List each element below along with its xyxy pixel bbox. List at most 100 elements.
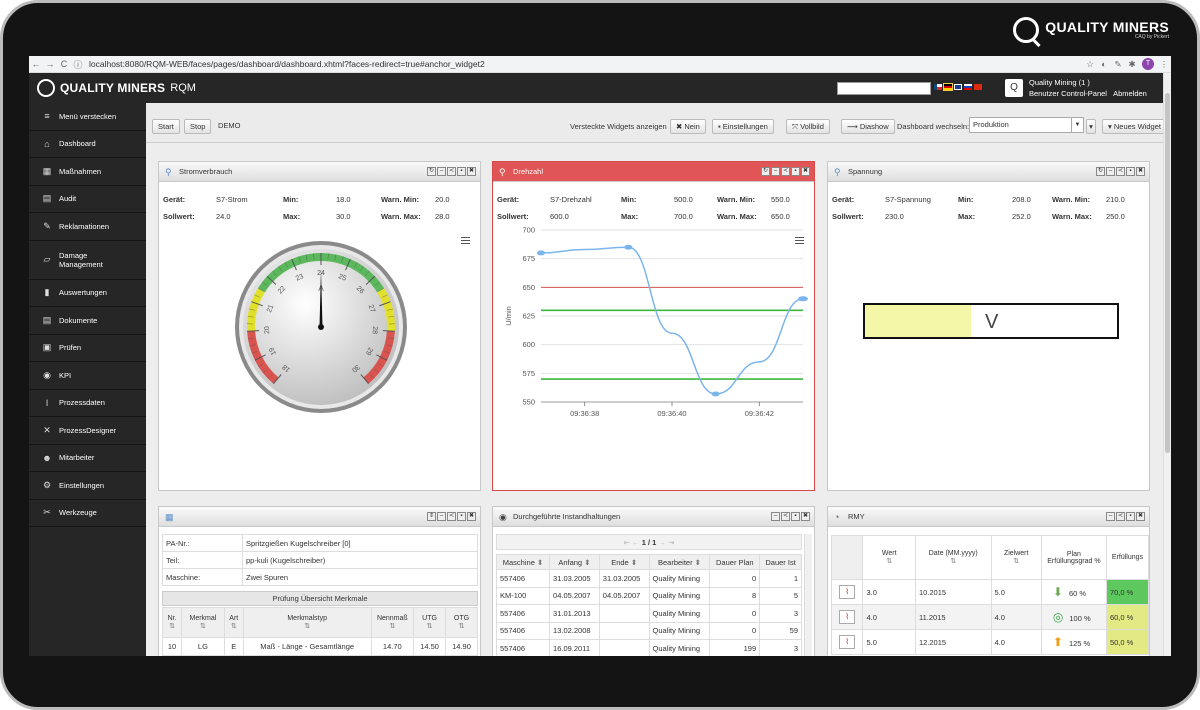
column-header[interactable]: Anfang ⬍ <box>549 554 600 570</box>
address-bar[interactable]: localhost:8080/RQM-WEB/faces/pages/dashb… <box>89 59 485 69</box>
sort-icon[interactable]: ⇅ <box>169 623 175 630</box>
column-header[interactable]: Wert ⇅ <box>862 535 916 580</box>
settings-button[interactable]: ▪ Einstellungen <box>712 119 774 134</box>
table-row[interactable]: 557406 13.02.2008 Quality Mining 0 59 <box>495 621 802 640</box>
sort-icon[interactable]: ⇅ <box>426 623 433 630</box>
sort-icon[interactable]: ⇅ <box>199 623 206 630</box>
share-icon[interactable]: ≺ <box>1116 167 1125 176</box>
minimize-icon[interactable]: – <box>771 167 780 176</box>
chart-button-cell[interactable]: ⌇ <box>830 629 864 655</box>
minimize-icon[interactable]: – <box>771 512 780 521</box>
pen-icon[interactable]: ✎ <box>1114 58 1122 69</box>
chart-menu-icon[interactable] <box>795 237 804 244</box>
close-icon[interactable]: ✖ <box>801 512 810 521</box>
close-icon[interactable]: ✖ <box>801 167 810 176</box>
sidebar-item[interactable]: ▦ Maßnahmen <box>29 158 146 186</box>
refresh-icon[interactable]: ↻ <box>761 167 770 176</box>
table-row[interactable]: 10 LG E Maß - Länge - Gesamtlänge 14.70 14.50… <box>161 637 478 656</box>
last-page-icon[interactable]: ⇥ <box>665 538 675 547</box>
table-row[interactable]: ⌇ 4.0 11.2015 4.0 ◎ 100 % 60,0 % <box>830 604 1150 630</box>
share-icon[interactable]: ≺ <box>447 167 456 176</box>
menu-icon[interactable]: ⋮ <box>1159 58 1169 69</box>
config-icon[interactable]: ▪ <box>457 512 466 521</box>
sort-icon[interactable]: ⬍ <box>534 557 544 567</box>
column-header[interactable]: Zielwert ⇅ <box>990 535 1042 580</box>
table-row[interactable]: ⌇ 3.0 10.2015 5.0 ⬇ 60 % 70,0 % <box>830 579 1150 605</box>
sort-icon[interactable]: ⇅ <box>1013 558 1020 565</box>
config-icon[interactable]: ▪ <box>1126 167 1135 176</box>
trend-chart-icon[interactable]: ⌇ <box>839 585 856 599</box>
sort-icon[interactable]: ⬍ <box>692 557 701 567</box>
chart-menu-icon[interactable] <box>461 237 470 244</box>
sidebar-item[interactable]: ✂ Werkzeuge <box>29 500 146 527</box>
column-header[interactable]: Plan Erfüllungsgrad % <box>1040 535 1107 580</box>
column-header[interactable]: Dauer Ist <box>759 554 802 570</box>
back-icon[interactable]: ← <box>31 59 41 69</box>
minimize-icon[interactable]: – <box>437 167 446 176</box>
flag-uk-icon[interactable] <box>954 84 962 90</box>
data-point[interactable] <box>711 391 720 397</box>
app-logo[interactable]: QUALITY MINERS RQM <box>37 79 196 97</box>
data-point[interactable] <box>624 244 633 250</box>
column-header[interactable]: Bearbeiter ⬍ <box>648 554 711 570</box>
sidebar-item[interactable]: ⌂ Dashboard <box>29 131 146 158</box>
column-header[interactable]: Art ⇅ <box>223 607 244 638</box>
forward-icon[interactable]: → <box>45 59 55 69</box>
share-icon[interactable]: ≺ <box>1116 512 1125 521</box>
sidebar-item[interactable]: ▱ Damage Management <box>29 241 146 280</box>
fullscreen-button[interactable]: ⤧ Vollbild <box>786 119 830 134</box>
close-icon[interactable]: ✖ <box>1136 167 1145 176</box>
column-header[interactable]: Nennmaß ⇅ <box>370 607 415 638</box>
sort-icon[interactable]: ⬍ <box>628 557 638 567</box>
share-icon[interactable]: ≺ <box>781 167 790 176</box>
flag-cn-icon[interactable] <box>974 84 982 90</box>
sort-icon[interactable]: ⇅ <box>458 623 465 630</box>
column-header[interactable]: Nr. ⇅ <box>161 607 183 638</box>
sidebar-item[interactable]: ✕ ProzessDesigner <box>29 417 146 445</box>
vertical-scrollbar[interactable] <box>804 534 812 656</box>
close-icon[interactable]: ✖ <box>1136 512 1145 521</box>
sidebar-item[interactable]: ▣ Prüfen <box>29 335 146 362</box>
sidebar-item[interactable]: ◉ KPI <box>29 362 146 390</box>
sort-icon[interactable]: ⇅ <box>389 623 396 630</box>
minimize-icon[interactable]: – <box>1106 512 1115 521</box>
profile-avatar[interactable]: T <box>1142 58 1154 70</box>
sidebar-item[interactable]: ▮ Auswertungen <box>29 280 146 307</box>
column-header[interactable]: Ende ⬍ <box>598 554 650 570</box>
expand-icon[interactable]: ⇕ <box>427 512 436 521</box>
stop-button[interactable]: Stop <box>184 119 212 134</box>
close-icon[interactable]: ✖ <box>467 512 476 521</box>
control-panel-link[interactable]: Benutzer Control-Panel <box>1029 89 1107 98</box>
trend-chart-icon[interactable]: ⌇ <box>839 610 856 624</box>
table-row[interactable]: 557406 31.01.2013 Quality Mining 0 3 <box>495 604 802 623</box>
sidebar-item[interactable]: ǀ Prozessdaten <box>29 390 146 417</box>
data-point[interactable] <box>537 250 545 256</box>
chart-button-cell[interactable]: ⌇ <box>830 579 864 605</box>
refresh-icon[interactable]: ↻ <box>1096 167 1105 176</box>
close-icon[interactable]: ✖ <box>467 167 476 176</box>
refresh-icon[interactable]: ↻ <box>427 167 436 176</box>
prev-page-icon[interactable]: ← <box>632 538 642 547</box>
column-header[interactable]: Erfüllungs <box>1105 535 1150 580</box>
dashboard-dropdown-button[interactable]: ▾ <box>1086 119 1096 134</box>
column-header[interactable]: UTG ⇅ <box>413 607 447 638</box>
config-icon[interactable]: ▪ <box>457 167 466 176</box>
sidebar-item[interactable]: ▤ Dokumente <box>29 307 146 335</box>
flag-ru-icon[interactable] <box>964 84 972 90</box>
new-widget-button[interactable]: ▾ Neues Widget <box>1102 119 1167 134</box>
config-icon[interactable]: ▪ <box>1126 512 1135 521</box>
column-header[interactable]: OTG ⇅ <box>445 607 478 638</box>
column-header[interactable]: Maschine ⬍ <box>495 554 551 570</box>
sidebar-item[interactable]: ≡ Menü verstecken <box>29 103 146 131</box>
column-header[interactable]: Merkmalstyp ⇅ <box>242 607 372 638</box>
slideshow-button[interactable]: ⟿ Diashow <box>841 119 895 134</box>
dashboard-select[interactable]: Produktion ▼ <box>969 117 1084 133</box>
site-info-icon[interactable]: ⓘ <box>73 59 83 70</box>
sort-icon[interactable]: ⇅ <box>950 558 957 565</box>
minimize-icon[interactable]: – <box>437 512 446 521</box>
config-icon[interactable]: ▪ <box>791 512 800 521</box>
table-row[interactable]: 557406 16.09.2011 Quality Mining 199 3 <box>495 639 802 656</box>
extension-icon[interactable]: ◐ <box>1101 59 1107 69</box>
start-button[interactable]: Start <box>152 119 180 134</box>
page-scrollbar[interactable] <box>1163 73 1171 656</box>
